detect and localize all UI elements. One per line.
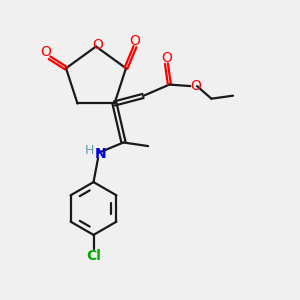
Text: O: O (92, 38, 103, 52)
Text: O: O (161, 51, 172, 65)
Text: O: O (40, 45, 51, 59)
Text: N: N (94, 148, 106, 161)
Text: H: H (85, 144, 94, 157)
Text: O: O (130, 34, 140, 48)
Text: O: O (190, 79, 201, 93)
Text: Cl: Cl (86, 249, 101, 263)
